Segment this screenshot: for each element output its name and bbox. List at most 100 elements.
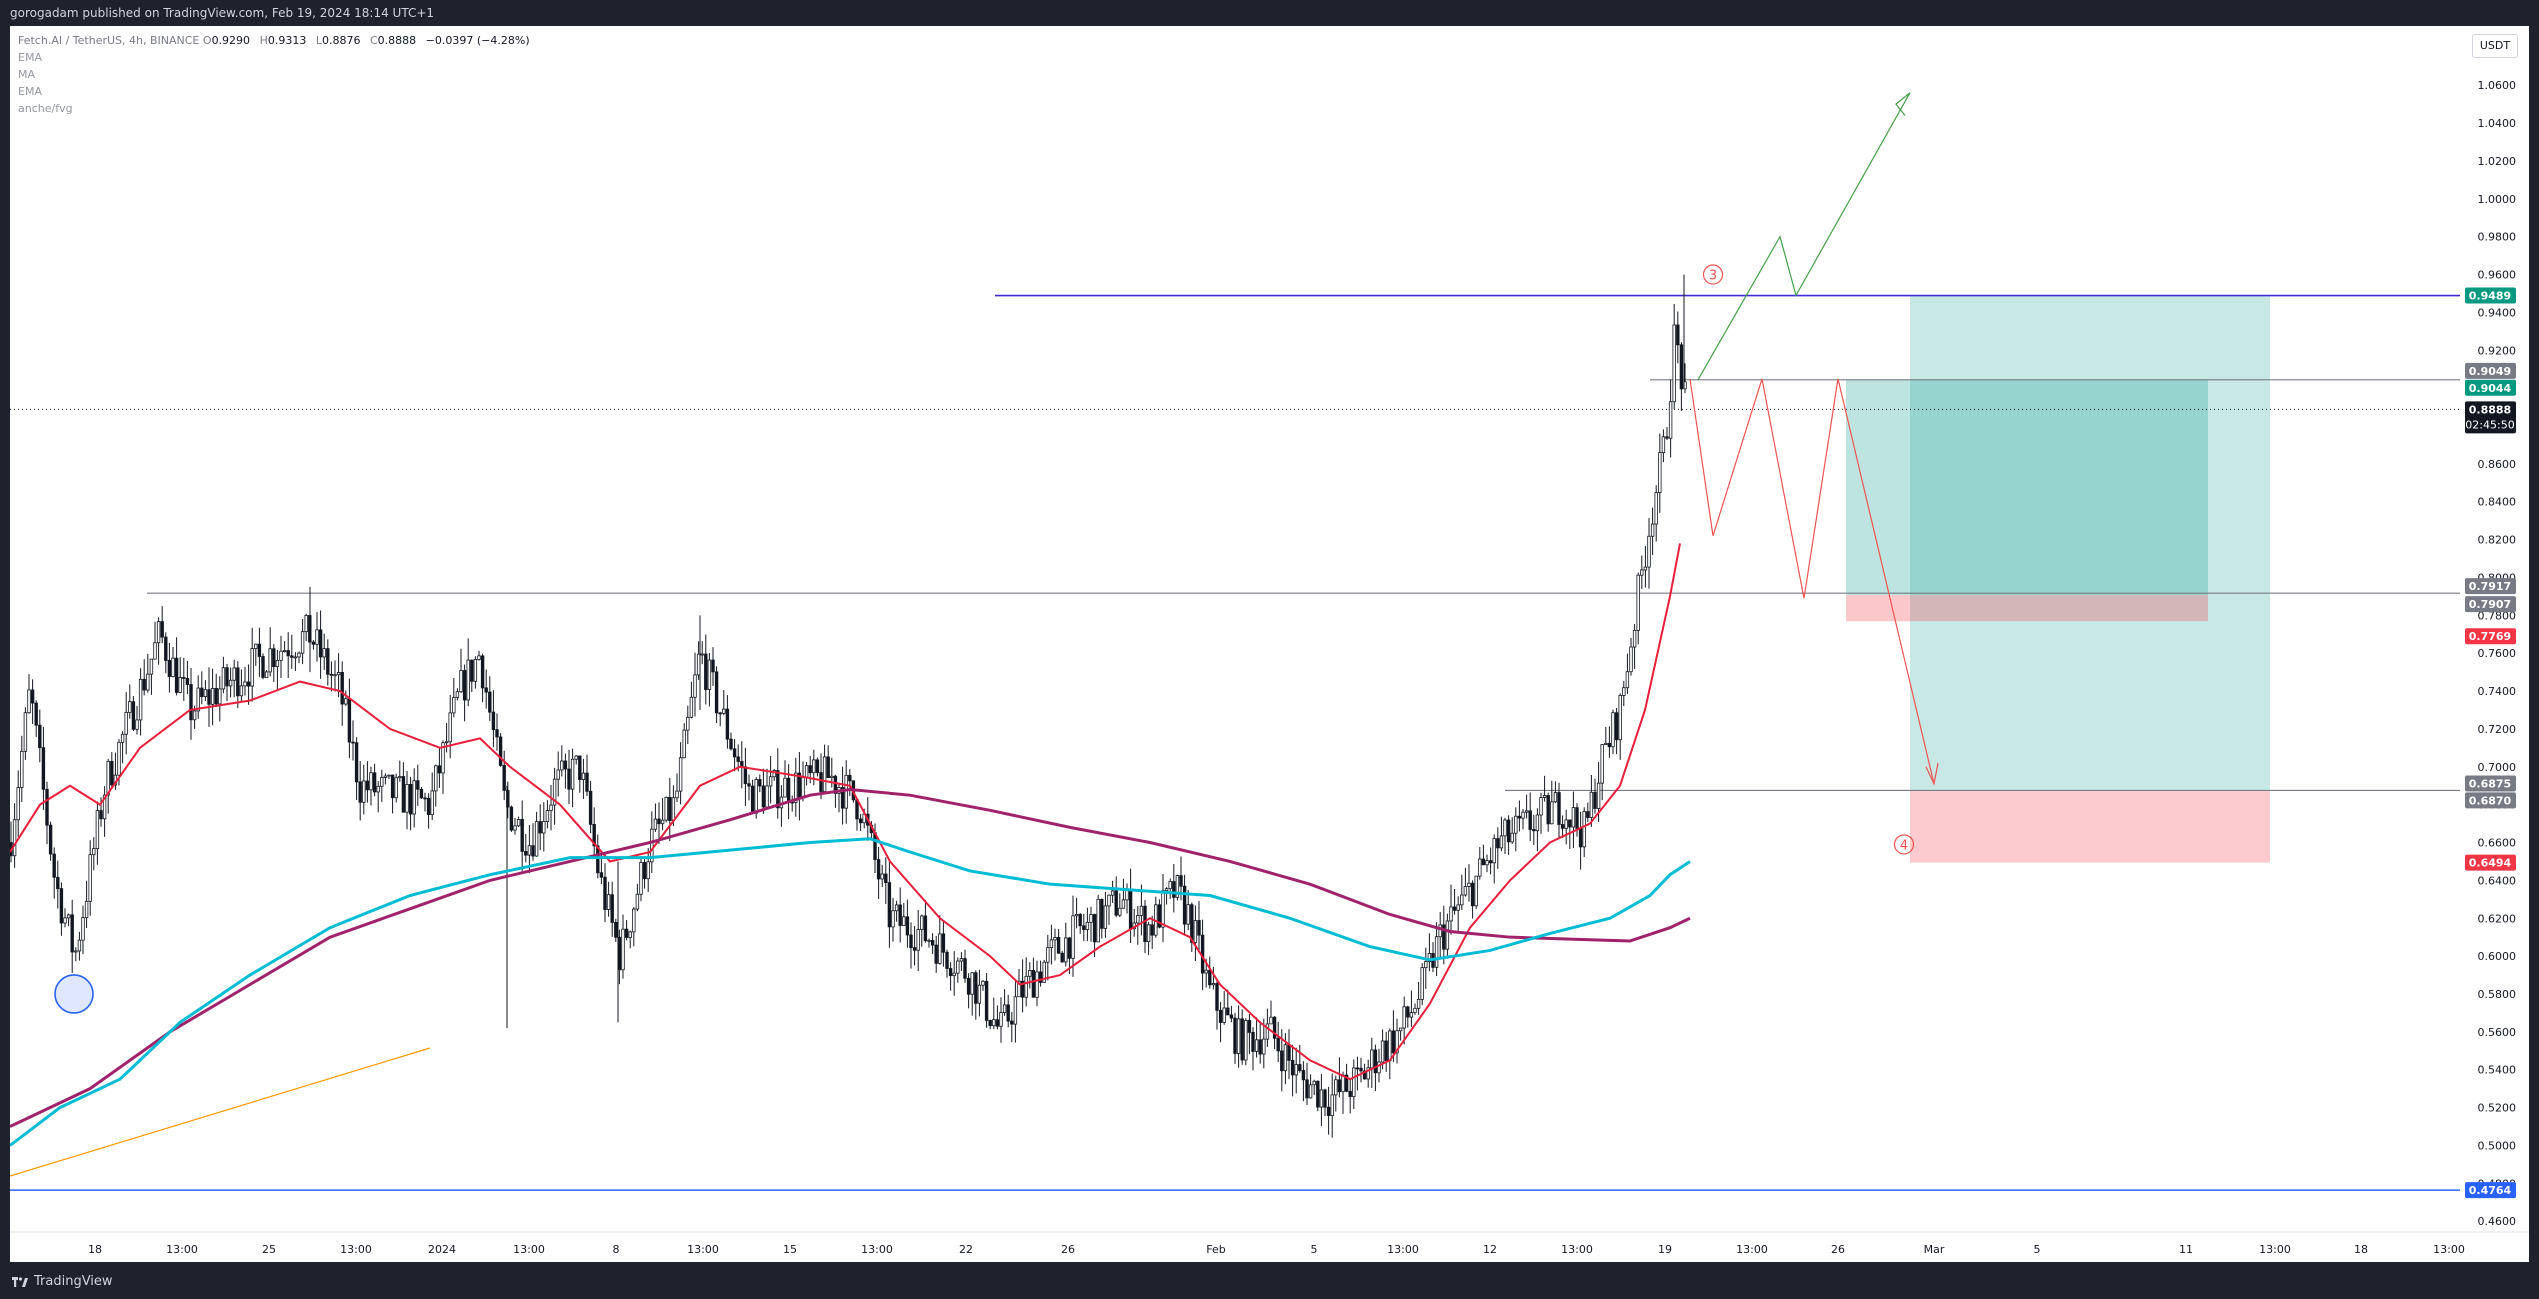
candle-body bbox=[1384, 1040, 1388, 1061]
candle bbox=[1172, 863, 1176, 913]
candle-body bbox=[326, 648, 330, 675]
candle bbox=[84, 880, 89, 929]
candle-body bbox=[167, 660, 172, 678]
candle bbox=[509, 805, 514, 832]
candle bbox=[297, 651, 301, 664]
candle bbox=[56, 860, 60, 909]
candle-body bbox=[923, 915, 928, 942]
price-badge-stop-red-2: 0.6494 bbox=[2465, 854, 2516, 871]
candle-body bbox=[754, 779, 758, 814]
candle-body bbox=[239, 685, 244, 697]
candle bbox=[693, 652, 697, 717]
chart-canvas[interactable]: 3 4 1.0600 1.0400 1.0200 1.0000 0.9800 0.9600 0.… bbox=[10, 26, 2529, 1262]
candle-body bbox=[750, 785, 755, 814]
candle-body bbox=[826, 756, 830, 778]
candle-body bbox=[830, 775, 834, 778]
candle-body bbox=[12, 819, 17, 857]
candle-body bbox=[610, 894, 614, 923]
tradingview-brand[interactable]: TradingView bbox=[12, 1274, 113, 1289]
candle bbox=[124, 692, 128, 755]
price-badge-text: 0.7769 bbox=[2469, 630, 2511, 643]
time-tick-label: 13:00 bbox=[861, 1243, 893, 1256]
candle-body bbox=[1380, 1040, 1385, 1063]
candle bbox=[48, 821, 53, 861]
candle-body bbox=[1218, 1009, 1223, 1023]
candle-body bbox=[408, 784, 413, 815]
candle bbox=[34, 700, 38, 737]
legend-low-label: L bbox=[315, 34, 322, 47]
candle bbox=[1096, 894, 1100, 943]
candle bbox=[1132, 909, 1136, 937]
candle bbox=[1528, 792, 1532, 842]
candle-body bbox=[171, 657, 175, 678]
candle-body bbox=[1362, 1070, 1367, 1080]
candle-body bbox=[916, 929, 920, 951]
legend-indicator-fvg[interactable]: anche/fvg bbox=[18, 102, 73, 115]
candle-body bbox=[1064, 937, 1068, 963]
candle-body bbox=[1251, 1032, 1255, 1052]
candle bbox=[646, 848, 650, 892]
candle bbox=[81, 905, 85, 955]
candle-body bbox=[347, 698, 352, 743]
candle-body bbox=[423, 797, 427, 800]
legend-indicator-ema-1[interactable]: EMA bbox=[18, 51, 42, 64]
legend-symbol[interactable]: Fetch.AI / TetherUS, 4h, BINANCE bbox=[18, 34, 200, 47]
candle bbox=[1128, 868, 1133, 943]
legend-indicator-ma[interactable]: MA bbox=[18, 68, 36, 81]
candle-body bbox=[92, 848, 96, 856]
candle-body bbox=[1089, 914, 1093, 923]
candle-body bbox=[1103, 905, 1108, 929]
candle bbox=[1524, 794, 1529, 819]
candle bbox=[1560, 815, 1565, 839]
candle-body bbox=[1010, 1020, 1014, 1025]
candle bbox=[718, 711, 722, 727]
candle bbox=[1607, 726, 1612, 758]
candle-body bbox=[1222, 1007, 1226, 1023]
chart-pane[interactable]: 3 4 1.0600 1.0400 1.0200 1.0000 0.9800 0.9600 0.… bbox=[10, 26, 2529, 1262]
candle bbox=[225, 663, 229, 701]
candle bbox=[1650, 507, 1655, 555]
candle bbox=[27, 674, 31, 714]
candle bbox=[840, 766, 845, 825]
candle bbox=[574, 755, 578, 765]
candle-body bbox=[1128, 888, 1133, 930]
candle bbox=[120, 731, 125, 764]
candle-body bbox=[905, 916, 910, 936]
candle-body bbox=[1031, 970, 1036, 998]
candle-body bbox=[902, 916, 906, 926]
candle-body bbox=[1413, 1007, 1417, 1013]
candle-body bbox=[668, 796, 672, 821]
price-badge-stop-red: 0.7769 bbox=[2465, 628, 2516, 645]
candle bbox=[1499, 816, 1504, 852]
candle bbox=[1460, 874, 1464, 910]
candle-body bbox=[192, 710, 197, 721]
legend-indicator-ema-2[interactable]: EMA bbox=[18, 85, 42, 98]
candle bbox=[779, 785, 784, 827]
candle bbox=[1089, 906, 1093, 942]
candle-body bbox=[1668, 401, 1673, 439]
candle-body bbox=[459, 670, 463, 693]
candle-body bbox=[1258, 1039, 1262, 1055]
candle-body bbox=[1053, 937, 1057, 941]
candle-body bbox=[1524, 810, 1529, 813]
candle-body bbox=[1060, 952, 1064, 963]
candle-body bbox=[473, 659, 478, 682]
candle bbox=[1010, 1011, 1014, 1043]
candle-body bbox=[1442, 924, 1446, 950]
candle bbox=[1582, 807, 1586, 858]
candle bbox=[1352, 1059, 1356, 1110]
candle bbox=[502, 750, 506, 801]
currency-button[interactable]: USDT bbox=[2472, 34, 2518, 58]
candle-body bbox=[1517, 815, 1522, 819]
candle-body bbox=[938, 933, 942, 964]
candle-body bbox=[988, 1020, 992, 1027]
candle-body bbox=[833, 775, 838, 794]
candle-body bbox=[81, 917, 85, 941]
candle bbox=[437, 747, 442, 788]
candle bbox=[992, 997, 996, 1030]
candle-body bbox=[1359, 1067, 1363, 1072]
candle bbox=[462, 664, 467, 722]
candle bbox=[1658, 433, 1662, 513]
candle bbox=[228, 667, 233, 698]
candle-body bbox=[909, 934, 913, 949]
